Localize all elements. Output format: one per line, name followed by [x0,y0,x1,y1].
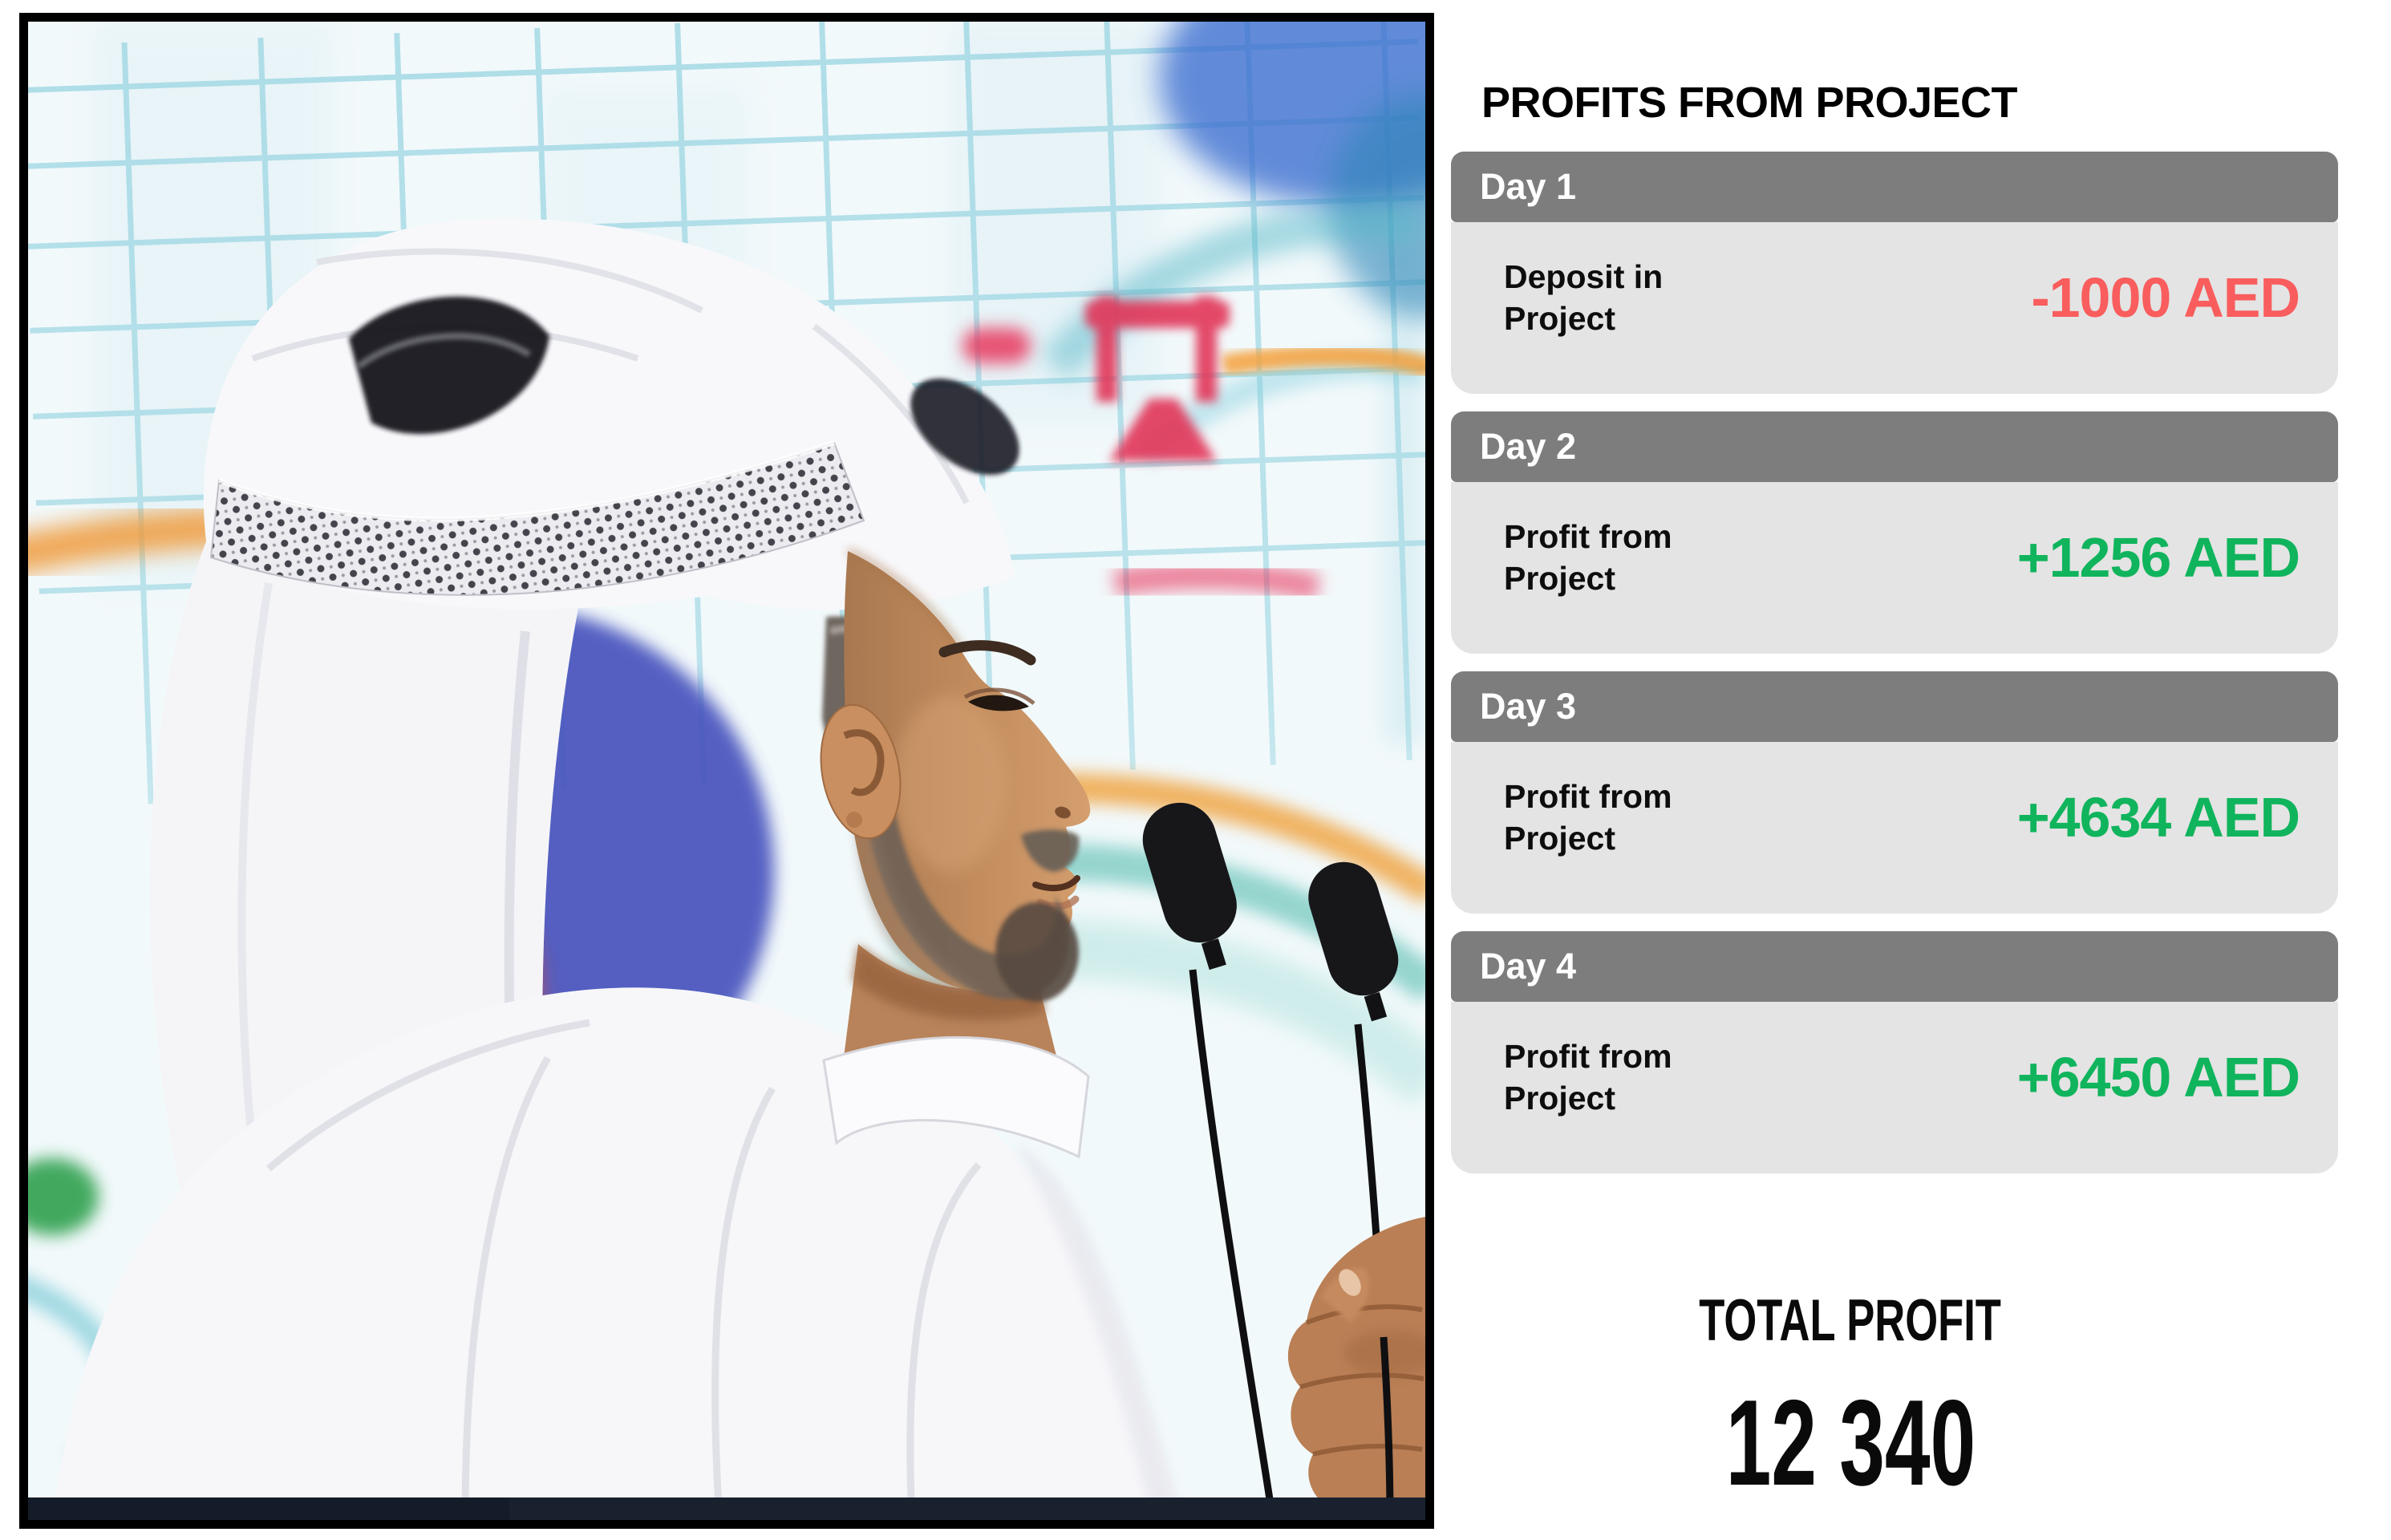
day-3-description: Profit from Project [1504,778,1672,857]
panel-title: PROFITS FROM PROJECT [1481,79,2018,127]
day-card-4: Day 4 Profit from Project +6450 AED [1451,931,2338,1173]
eye [968,695,1029,711]
day-2-label: Day 2 [1480,426,1577,467]
red-presentation-icon [1085,296,1230,461]
collar [822,1035,1090,1159]
total-profit-block: TOTAL PROFIT 12 340 [1451,1291,2338,1504]
total-profit-label: TOTAL PROFIT [1699,1288,2002,1353]
podium-edge [28,1497,1425,1520]
day-1-description: Deposit in Project [1504,258,1664,337]
day-card-1: Day 1 Deposit in Project -1000 AED [1451,152,2338,394]
ghutra-headdress [203,218,1019,610]
day-4-body: Profit from Project +6450 AED [1451,1002,2338,1173]
day-3-label: Day 3 [1480,686,1577,727]
microphone-right [1308,861,1399,1022]
nostril [1055,806,1071,819]
eyebrow [938,640,1036,666]
day-3-header: Day 3 [1451,671,2338,742]
day-1-amount: -1000 AED [2031,266,2300,329]
day-2-description: Profit from Project [1504,518,1672,597]
day-4-description: Profit from Project [1504,1038,1672,1116]
day-card-3: Day 3 Profit from Project +4634 AED [1451,671,2338,914]
day-1-label: Day 1 [1480,166,1577,207]
speaker-photo [19,13,1434,1529]
day-4-label: Day 4 [1480,946,1577,987]
day-3-amount: +4634 AED [2016,786,2300,849]
day-2-amount: +1256 AED [2016,526,2300,589]
speaker-figure [52,218,1183,1520]
microphone-left [1142,802,1237,971]
day-card-2: Day 2 Profit from Project +1256 AED [1451,411,2338,654]
speaker-hand [1287,1217,1425,1520]
ghutra-fold-shadow [349,296,549,435]
mic-stand-left [1189,969,1277,1520]
day-4-amount: +6450 AED [2016,1046,2300,1108]
mouth [1032,875,1080,892]
profits-panel: PROFITS FROM PROJECT Day 1 Deposit in Pr… [1451,80,2338,1504]
red-dash [962,328,1031,363]
microphones [1142,802,1399,1520]
speaker-photo-illustration [28,22,1425,1520]
day-1-header: Day 1 [1451,152,2338,222]
day-2-header: Day 2 [1451,411,2338,482]
day-1-body: Deposit in Project -1000 AED [1451,222,2338,394]
day-2-body: Profit from Project +1256 AED [1451,482,2338,654]
day-cards: Day 1 Deposit in Project -1000 AED Day 2… [1451,152,2338,1173]
day-4-header: Day 4 [1451,931,2338,1002]
day-3-body: Profit from Project +4634 AED [1451,742,2338,914]
total-profit-value: 12 340 [1725,1375,1976,1511]
ear [820,703,902,840]
